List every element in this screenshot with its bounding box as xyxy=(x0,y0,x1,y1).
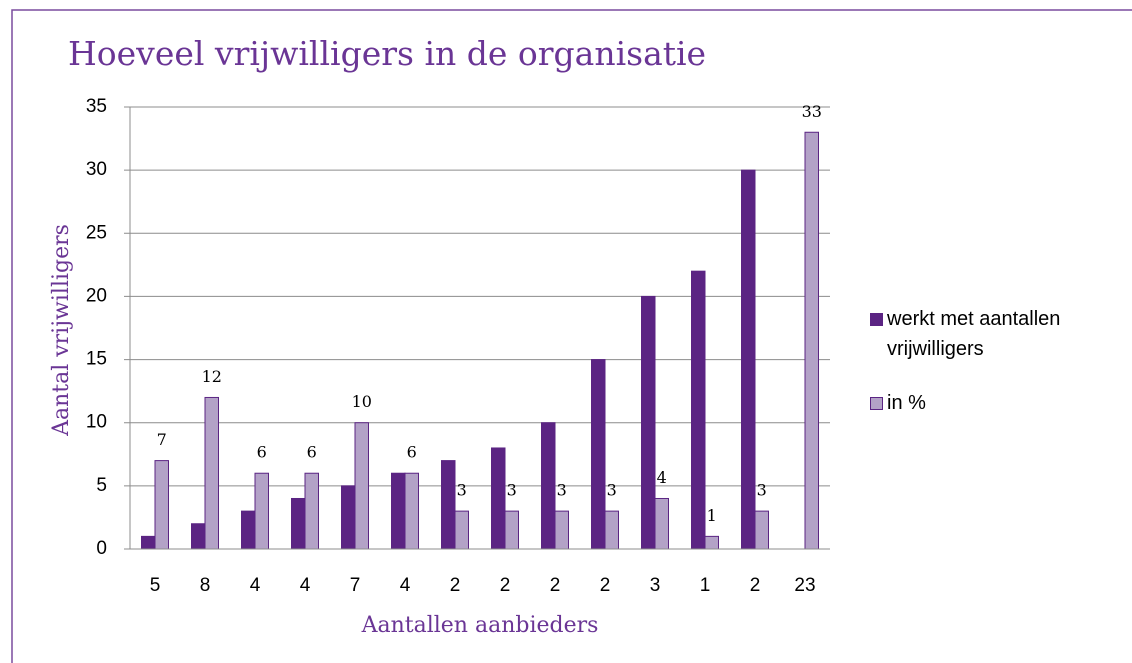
bar xyxy=(691,270,706,550)
x-tick-label: 4 xyxy=(300,575,311,596)
x-tick-label: 2 xyxy=(500,575,511,596)
y-axis-title: Aantal vrijwilligers xyxy=(49,224,74,437)
y-tick-label: 30 xyxy=(86,159,107,180)
x-tick-label: 23 xyxy=(794,575,815,596)
legend: werkt met aantallen vrijwilligers in % xyxy=(870,304,1120,442)
bar xyxy=(604,510,619,550)
x-tick-label: 2 xyxy=(750,575,761,596)
bar xyxy=(254,472,269,550)
legend-swatch xyxy=(870,313,883,326)
y-tick-label: 5 xyxy=(96,475,107,496)
data-label: 3 xyxy=(757,481,767,500)
data-label: 7 xyxy=(157,430,167,449)
x-tick-label: 1 xyxy=(700,575,711,596)
bar xyxy=(291,497,306,550)
bar xyxy=(154,460,169,550)
y-tick-label: 15 xyxy=(86,349,107,370)
bar xyxy=(754,510,769,550)
bar xyxy=(704,535,719,550)
data-label: 6 xyxy=(407,443,417,462)
bar xyxy=(204,396,219,550)
legend-label: werkt met aantallen vrijwilligers xyxy=(887,308,1061,360)
data-label: 10 xyxy=(352,392,372,411)
bar xyxy=(441,460,456,550)
x-tick-label: 4 xyxy=(250,575,261,596)
y-tick-label: 10 xyxy=(86,412,107,433)
data-label: 3 xyxy=(607,481,617,500)
bar xyxy=(804,131,819,550)
legend-swatch xyxy=(870,397,883,410)
x-tick-label: 8 xyxy=(200,575,211,596)
data-label: 4 xyxy=(657,468,667,487)
bar xyxy=(341,485,356,550)
bar xyxy=(454,510,469,550)
x-tick-label: 5 xyxy=(150,575,161,596)
x-tick-label: 2 xyxy=(550,575,561,596)
bar xyxy=(241,510,256,550)
x-tick-label: 3 xyxy=(650,575,661,596)
bar xyxy=(141,535,156,550)
y-tick-label: 20 xyxy=(86,285,107,306)
y-tick-label: 25 xyxy=(86,222,107,243)
data-label: 3 xyxy=(557,481,567,500)
bar xyxy=(391,472,406,550)
bar xyxy=(641,295,656,550)
data-label: 1 xyxy=(707,506,717,525)
bar xyxy=(304,472,319,550)
x-tick-label: 7 xyxy=(350,575,361,596)
data-label: 6 xyxy=(307,443,317,462)
chart-frame xyxy=(11,9,1132,663)
legend-item: in % xyxy=(870,388,1120,418)
bar xyxy=(541,422,556,550)
legend-item: werkt met aantallen vrijwilligers xyxy=(870,304,1120,364)
data-label: 3 xyxy=(457,481,467,500)
y-tick-label: 0 xyxy=(96,538,107,559)
bar xyxy=(504,510,519,550)
chart-title: Hoeveel vrijwilligers in de organisatie xyxy=(68,34,706,73)
bar xyxy=(354,422,369,550)
bar xyxy=(554,510,569,550)
bar xyxy=(591,359,606,550)
data-label: 33 xyxy=(802,102,822,121)
data-label: 6 xyxy=(257,443,267,462)
bar xyxy=(654,497,669,550)
x-tick-label: 2 xyxy=(600,575,611,596)
y-tick-label: 35 xyxy=(86,96,107,117)
legend-label: in % xyxy=(887,392,926,414)
x-axis-title: Aantallen aanbieders xyxy=(361,613,599,638)
x-tick-label: 4 xyxy=(400,575,411,596)
bar xyxy=(191,523,206,550)
bar xyxy=(491,447,506,550)
x-tick-label: 2 xyxy=(450,575,461,596)
bar xyxy=(741,169,756,550)
bar xyxy=(404,472,419,550)
data-label: 12 xyxy=(202,367,222,386)
data-label: 3 xyxy=(507,481,517,500)
